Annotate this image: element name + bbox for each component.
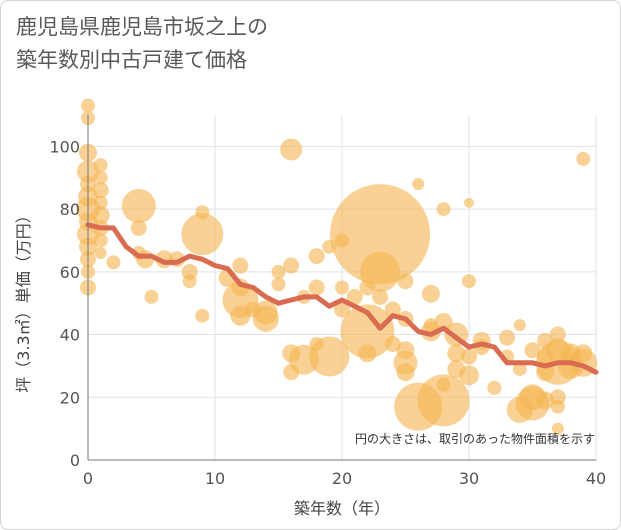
data-bubble [436, 377, 451, 392]
y-tick-label: 80 [60, 200, 80, 219]
data-bubble [372, 288, 389, 305]
y-axis-label: 坪（3.3㎡）単価（万円） [14, 207, 33, 392]
data-bubble [512, 362, 527, 377]
chart-title-line-2: 築年数別中古戸建て価格 [16, 48, 247, 72]
x-axis-label: 築年数（年） [294, 499, 390, 518]
data-bubble [462, 274, 476, 289]
data-bubble [423, 318, 438, 333]
label-layer: 築年数（年） 坪（3.3㎡）単価（万円） 円の大きさは、取引のあった物件面積を示… [14, 207, 595, 518]
data-bubble [283, 257, 300, 274]
chart-title-line-1: 鹿児島県鹿児島市坂之上の [16, 15, 268, 39]
data-bubble [396, 341, 415, 360]
data-bubble [271, 264, 286, 279]
data-bubble [537, 332, 554, 349]
data-bubble [434, 313, 453, 331]
data-bubble [330, 184, 431, 285]
data-bubble [447, 360, 466, 379]
data-bubble [282, 344, 301, 363]
x-tick-label: 20 [332, 469, 352, 488]
data-bubble [461, 348, 477, 365]
bubble-layer [76, 98, 598, 435]
y-tick-label: 60 [60, 263, 80, 282]
x-tick-label: 30 [459, 469, 479, 488]
y-tick-label: 40 [60, 326, 80, 345]
data-bubble [487, 380, 502, 395]
data-bubble [195, 205, 210, 220]
data-bubble [464, 197, 474, 208]
data-bubble [384, 301, 401, 318]
data-bubble [245, 301, 262, 318]
data-bubble [396, 363, 415, 382]
data-bubble [335, 233, 349, 248]
data-bubble [499, 329, 516, 346]
data-bubble [524, 342, 541, 359]
data-bubble [81, 98, 95, 113]
data-bubble [549, 326, 566, 343]
data-bubble [436, 202, 451, 217]
data-bubble [335, 280, 349, 295]
data-bubble [421, 284, 440, 303]
data-bubble [283, 364, 300, 381]
bubble-size-note: 円の大きさは、取引のあった物件面積を示す [355, 431, 595, 446]
data-bubble [340, 304, 395, 359]
data-bubble [346, 288, 363, 305]
trend-layer [85, 222, 599, 375]
data-bubble [359, 279, 376, 296]
data-bubble [130, 219, 147, 236]
data-bubble [182, 274, 197, 289]
data-bubble [551, 422, 564, 435]
data-bubble [397, 273, 414, 290]
data-bubble [93, 158, 108, 173]
data-bubble [550, 399, 565, 414]
data-bubble [537, 348, 554, 365]
axis-layer: 0 20 40 60 80 100 0 10 20 30 40 [49, 115, 606, 488]
x-tick-label: 40 [586, 469, 606, 488]
data-bubble [181, 213, 224, 256]
data-bubble [92, 182, 109, 199]
trend-line [85, 222, 599, 375]
data-bubble [334, 301, 350, 318]
data-bubble [232, 257, 249, 274]
data-bubble [195, 308, 210, 323]
data-bubble [536, 391, 555, 410]
x-tick-label: 10 [205, 469, 225, 488]
data-bubble [447, 344, 466, 363]
data-bubble [536, 363, 555, 382]
data-bubble [560, 343, 581, 364]
y-tick-label: 100 [49, 137, 80, 156]
data-bubble [91, 206, 110, 225]
data-bubble [574, 344, 593, 363]
data-bubble [271, 277, 286, 292]
data-bubble [144, 289, 159, 304]
data-bubble [308, 279, 325, 296]
x-tick-label: 0 [83, 469, 93, 488]
data-bubble [576, 151, 591, 166]
data-bubble [358, 344, 377, 363]
data-bubble [93, 233, 108, 248]
data-bubble [394, 382, 443, 431]
data-bubble [308, 248, 325, 265]
data-bubble [280, 138, 303, 161]
data-bubble [412, 178, 425, 190]
y-tick-label: 0 [70, 451, 80, 470]
y-tick-label: 20 [60, 388, 80, 407]
data-bubble [93, 170, 108, 185]
chart-title: 鹿児島県鹿児島市坂之上の 築年数別中古戸建て価格 [16, 11, 268, 77]
data-bubble [309, 336, 324, 351]
data-bubble [384, 335, 401, 352]
data-bubble [513, 319, 526, 332]
data-bubble [121, 188, 156, 223]
data-bubble [94, 247, 107, 259]
data-bubble [322, 239, 337, 254]
data-bubble [93, 195, 108, 210]
data-bubble [106, 255, 121, 270]
